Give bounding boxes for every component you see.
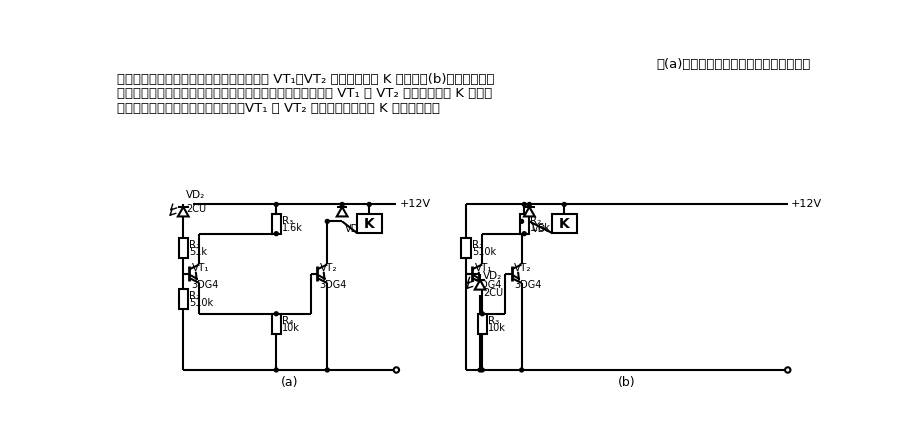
Circle shape	[274, 312, 278, 316]
Bar	[179, 238, 188, 259]
Circle shape	[785, 367, 791, 373]
Polygon shape	[524, 207, 535, 216]
Text: VD₂: VD₂	[483, 271, 502, 281]
Text: 图(a)是亮通光控电路，当有光照射发光二: 图(a)是亮通光控电路，当有光照射发光二	[656, 58, 811, 71]
Circle shape	[562, 203, 567, 207]
Text: +12V: +12V	[791, 200, 822, 210]
Text: R₂: R₂	[530, 216, 542, 226]
Text: 2CU: 2CU	[483, 288, 503, 297]
Text: VT₂: VT₂	[320, 263, 337, 273]
Circle shape	[522, 232, 527, 236]
Circle shape	[522, 203, 527, 207]
Text: 工作；只有光敏二极管无光照射时，VT₁ 和 VT₂ 才会导通，继电器 K 才会被吸合。: 工作；只有光敏二极管无光照射时，VT₁ 和 VT₂ 才会导通，继电器 K 才会被…	[116, 102, 439, 115]
Circle shape	[368, 203, 371, 207]
Bar	[552, 214, 577, 233]
Text: 3DG4: 3DG4	[514, 280, 541, 290]
Bar	[179, 289, 188, 309]
Circle shape	[274, 203, 278, 207]
Text: 10k: 10k	[489, 323, 507, 333]
Text: 3DG4: 3DG4	[475, 280, 502, 290]
Text: VT₂: VT₂	[514, 263, 531, 273]
Text: 极管时，光敏二极管的阻值减小，使三极管 VT₁、VT₂ 导通，继电器 K 吸合。图(b)是暗通光控电: 极管时，光敏二极管的阻值减小，使三极管 VT₁、VT₂ 导通，继电器 K 吸合。…	[116, 73, 494, 86]
Bar	[271, 314, 281, 334]
Text: R₁: R₁	[472, 240, 484, 250]
Text: VD₂: VD₂	[186, 190, 205, 200]
Polygon shape	[475, 280, 486, 290]
Circle shape	[274, 368, 278, 372]
Text: 1.6k: 1.6k	[282, 223, 303, 233]
Circle shape	[325, 368, 330, 372]
Circle shape	[394, 367, 400, 373]
Text: VD₁: VD₁	[344, 224, 362, 234]
Text: +12V: +12V	[400, 200, 430, 210]
Text: 510k: 510k	[190, 298, 213, 308]
Text: R₁: R₁	[190, 240, 201, 250]
Text: (b): (b)	[618, 376, 636, 389]
Circle shape	[519, 220, 524, 223]
Circle shape	[479, 368, 482, 372]
Text: 3DG4: 3DG4	[320, 280, 347, 290]
Text: K: K	[558, 216, 569, 231]
Text: VT₁: VT₁	[475, 263, 492, 273]
Text: R₃: R₃	[282, 216, 293, 226]
Circle shape	[274, 232, 278, 236]
Circle shape	[325, 220, 330, 223]
Circle shape	[519, 368, 524, 372]
Text: VT₁: VT₁	[192, 263, 210, 273]
Polygon shape	[178, 207, 189, 216]
Circle shape	[528, 203, 531, 207]
Text: R₄: R₄	[282, 316, 294, 326]
Bar	[519, 213, 528, 234]
Text: 10k: 10k	[282, 323, 301, 333]
Bar	[271, 213, 281, 234]
Text: VD₁: VD₁	[532, 224, 550, 234]
Text: 路，当有光照射光敏二极管时，光敏二极管的阻值减小，且使 VT₁ 和 VT₂ 截止，继电器 K 则不会: 路，当有光照射光敏二极管时，光敏二极管的阻值减小，且使 VT₁ 和 VT₂ 截止…	[116, 87, 492, 100]
Circle shape	[480, 312, 484, 316]
Text: 510k: 510k	[472, 247, 497, 257]
Text: 51k: 51k	[190, 247, 207, 257]
Bar	[357, 214, 381, 233]
Bar	[478, 314, 487, 334]
Bar	[461, 238, 470, 259]
Text: R₃: R₃	[489, 316, 499, 326]
Text: 2CU: 2CU	[186, 204, 206, 214]
Circle shape	[480, 368, 484, 372]
Text: (a): (a)	[281, 376, 299, 389]
Text: R₂: R₂	[190, 291, 201, 301]
Polygon shape	[337, 207, 348, 216]
Text: K: K	[364, 216, 375, 231]
Circle shape	[340, 203, 344, 207]
Text: 1.6k: 1.6k	[530, 223, 551, 233]
Text: 3DG4: 3DG4	[192, 280, 219, 290]
